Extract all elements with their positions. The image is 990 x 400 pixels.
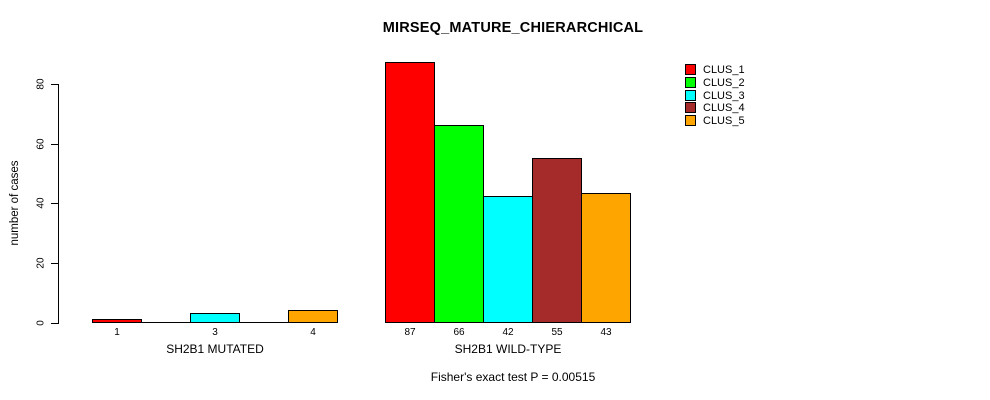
y-axis-tick [51,84,58,85]
bar-CLUS_2 [434,125,484,323]
legend-item-CLUS_1: CLUS_1 [685,64,785,76]
bar-CLUS_1 [92,319,142,323]
legend-item-CLUS_3: CLUS_3 [685,90,785,102]
y-axis-tick-label: 0 [35,320,47,326]
bar-CLUS_3 [190,313,240,323]
bar-CLUS_5 [288,310,338,323]
bar-CLUS_3 [483,196,533,323]
y-axis-tick [51,323,58,324]
group-label: SH2B1 WILD-TYPE [454,342,562,356]
bar-CLUS_4 [532,158,582,323]
legend-swatch-CLUS_2 [685,77,696,88]
bar-CLUS_5 [581,193,631,323]
legend-item-CLUS_5: CLUS_5 [685,115,785,127]
bar-value-label: 43 [600,327,612,338]
bar-value-label: 66 [453,327,465,338]
y-axis-tick [51,263,58,264]
y-axis-tick-label: 80 [35,78,47,90]
legend-swatch-CLUS_3 [685,90,696,101]
bar-value-label: 3 [212,327,218,338]
legend-label: CLUS_5 [703,115,745,127]
legend-swatch-CLUS_1 [685,64,696,75]
bar-value-label: 1 [114,327,120,338]
y-axis-tick-label: 20 [35,257,47,269]
y-axis-tick [51,203,58,204]
y-axis-tick [51,144,58,145]
group-label: SH2B1 MUTATED [166,342,264,356]
legend-label: CLUS_3 [703,90,745,102]
bar-CLUS_1 [385,62,435,323]
legend-label: CLUS_2 [703,77,745,89]
bar-value-label: 42 [502,327,514,338]
legend-item-CLUS_4: CLUS_4 [685,102,785,114]
chart-title: MIRSEQ_MATURE_CHIERARCHICAL [382,20,644,36]
legend-item-CLUS_2: CLUS_2 [685,77,785,89]
y-axis-label: number of cases [9,160,21,246]
legend-label: CLUS_4 [703,102,745,114]
legend-label: CLUS_1 [703,64,745,76]
y-axis-line [58,84,59,324]
bar-value-label: 87 [404,327,416,338]
legend-swatch-CLUS_5 [685,115,696,126]
fisher-test-annotation: Fisher's exact test P = 0.00515 [430,370,596,384]
legend-swatch-CLUS_4 [685,102,696,113]
y-axis-tick-label: 40 [35,197,47,209]
bar-value-label: 55 [551,327,563,338]
bar-value-label: 4 [310,327,316,338]
y-axis-tick-label: 60 [35,138,47,150]
